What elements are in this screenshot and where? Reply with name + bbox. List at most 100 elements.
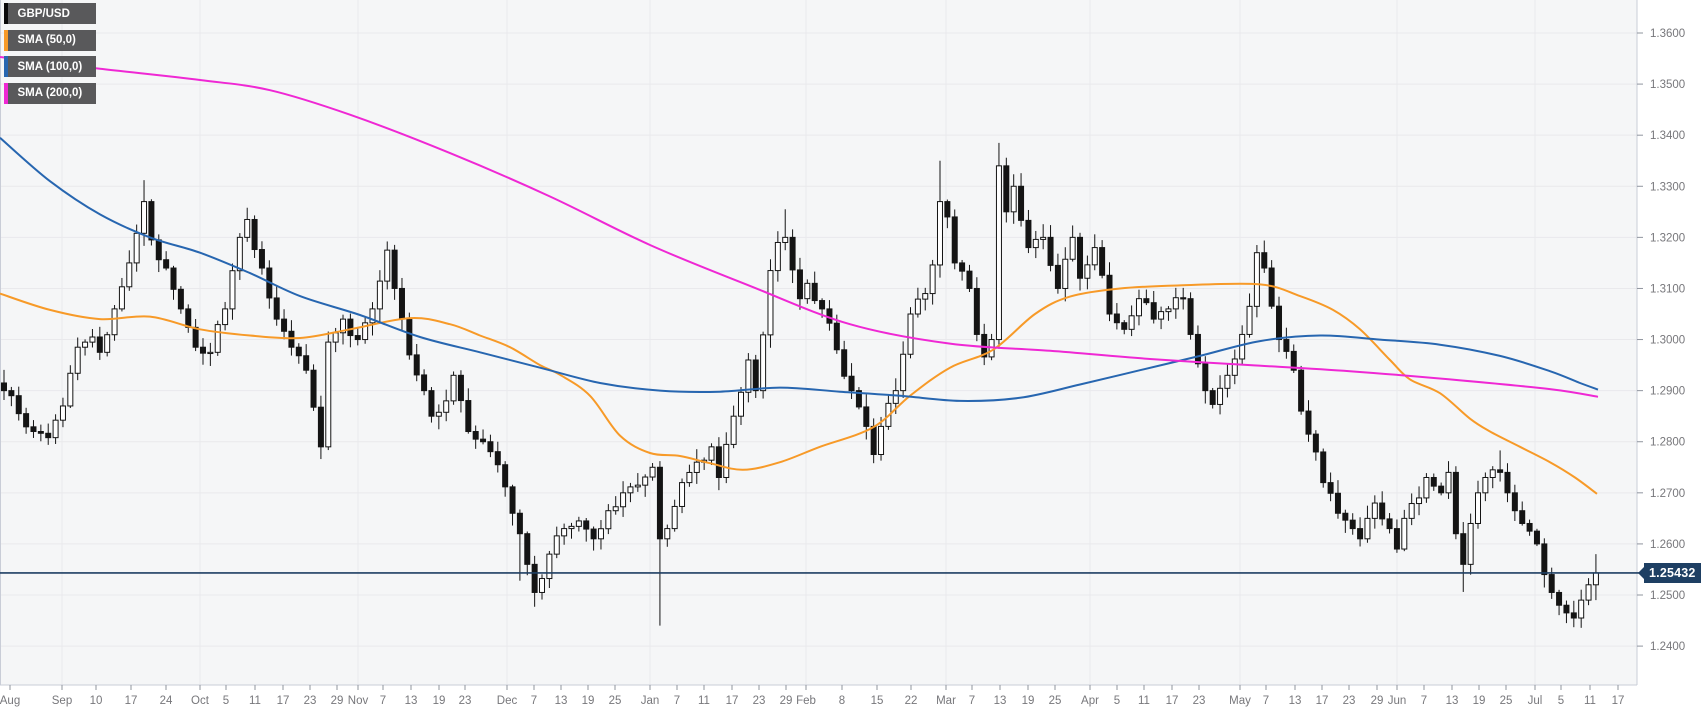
candle-bullish xyxy=(546,553,553,580)
series-color-bar-icon xyxy=(4,3,8,24)
candle-bearish xyxy=(281,318,288,332)
x-tick-label: 11 xyxy=(1138,695,1150,707)
y-tick-label: 1.3600 xyxy=(1650,28,1685,40)
legend-item-sma100[interactable]: SMA (100,0) xyxy=(4,56,97,77)
legend-item-gbpusd[interactable]: GBP/USD xyxy=(4,3,97,24)
candle-bullish xyxy=(67,372,74,407)
grid xyxy=(0,0,1637,685)
candle-bullish xyxy=(568,525,575,530)
candle-bearish xyxy=(944,201,951,218)
candle-bullish xyxy=(133,232,140,264)
x-tick-label: 25 xyxy=(1049,695,1062,707)
candle-bullish xyxy=(59,405,66,421)
sma-50-line xyxy=(0,282,1598,495)
candle-bearish xyxy=(494,451,501,466)
candle-bullish xyxy=(111,308,118,336)
legend-label: SMA (50,0) xyxy=(17,34,76,46)
candle-bearish xyxy=(1548,574,1555,593)
x-tick-label: Apr xyxy=(1081,695,1099,707)
candle-bearish xyxy=(656,466,663,540)
candle-bearish xyxy=(819,300,826,310)
candle-bullish xyxy=(914,298,921,315)
candle-bullish xyxy=(900,353,907,392)
x-tick-label: 7 xyxy=(969,695,975,707)
candle-bullish xyxy=(52,419,59,439)
candle-bearish xyxy=(163,259,170,269)
candle-bearish xyxy=(715,446,722,478)
candle-bearish xyxy=(1519,510,1526,524)
candle-bearish xyxy=(155,239,162,261)
candle-bearish xyxy=(509,486,516,514)
candle-bearish xyxy=(1180,297,1187,300)
candle-bullish xyxy=(708,446,715,461)
candle-bearish xyxy=(1077,236,1084,279)
candle-bearish xyxy=(1121,322,1128,330)
candle-bearish xyxy=(1349,519,1356,530)
series-color-bar-icon xyxy=(4,29,8,51)
y-tick-label: 1.3000 xyxy=(1650,335,1685,347)
candle-bearish xyxy=(1113,313,1120,324)
candle-bearish xyxy=(870,425,877,456)
candle-bullish xyxy=(686,471,693,484)
candle-bearish xyxy=(288,330,295,348)
x-tick-label: 11 xyxy=(249,695,261,707)
x-tick-label: 7 xyxy=(380,695,386,707)
candle-bearish xyxy=(1312,433,1319,453)
candle-bearish xyxy=(1556,591,1563,606)
candle-bullish xyxy=(634,484,641,488)
series-color-bar-icon xyxy=(4,82,8,104)
candle-bearish xyxy=(199,346,206,354)
legend-item-sma50[interactable]: SMA (50,0) xyxy=(4,29,97,51)
x-tick-label: Oct xyxy=(191,695,210,707)
candle-bearish xyxy=(1047,236,1054,266)
candle-bearish xyxy=(1511,492,1518,512)
candle-bullish xyxy=(1062,258,1069,289)
candle-bearish xyxy=(1497,469,1504,473)
candle-bearish xyxy=(1283,339,1290,352)
candle-bullish xyxy=(1069,236,1076,260)
candle-bearish xyxy=(1563,604,1570,614)
candle-bearish xyxy=(1541,543,1548,576)
x-tick-label: May xyxy=(1229,695,1251,707)
legend-item-sma200[interactable]: SMA (200,0) xyxy=(4,82,97,104)
price-axis[interactable]: 1.3600 1.3500 1.3400 1.3300 1.3200 1.3100 1.30… xyxy=(1637,28,1685,653)
candle-bullish xyxy=(995,165,1002,341)
candle-bearish xyxy=(1504,471,1511,494)
candle-bearish xyxy=(251,218,258,251)
candle-bullish xyxy=(1135,298,1142,317)
candle-bearish xyxy=(1202,363,1209,392)
candle-bullish xyxy=(1246,305,1253,335)
candle-bullish xyxy=(1371,502,1378,519)
candle-bearish xyxy=(45,432,52,439)
candle-bullish xyxy=(118,286,125,310)
candle-bullish xyxy=(229,270,236,310)
candle-bearish xyxy=(406,318,413,356)
candle-bullish xyxy=(738,391,744,417)
y-tick-label: 1.2900 xyxy=(1650,386,1685,398)
candle-bullish xyxy=(679,482,686,507)
candle-bullish xyxy=(1445,471,1452,494)
candle-bearish xyxy=(811,282,818,302)
candle-bearish xyxy=(966,270,973,289)
candle-bullish xyxy=(325,341,332,448)
x-tick-label: 17 xyxy=(125,695,138,707)
candle-bearish xyxy=(295,346,302,357)
x-tick-label: 29 xyxy=(1371,695,1384,707)
candle-bullish xyxy=(605,510,612,530)
x-tick-label: Dec xyxy=(497,695,518,707)
plot-background xyxy=(0,0,1637,685)
time-axis[interactable]: Aug Sep 10 17 24 Oct 5 11 17 23 29 Nov 7 13 19 23 Dec 7 13… xyxy=(0,685,1624,707)
x-tick-label: 11 xyxy=(698,695,710,707)
candle-bearish xyxy=(848,375,855,392)
y-tick-label: 1.3100 xyxy=(1650,283,1685,295)
candle-bullish xyxy=(1010,185,1017,213)
candle-bearish xyxy=(1386,518,1393,530)
series-color-bar-icon xyxy=(4,56,8,77)
x-tick-label: Nov xyxy=(348,695,369,707)
candle-bearish xyxy=(1320,451,1327,484)
candle-bearish xyxy=(1342,512,1349,521)
candle-bullish xyxy=(1158,311,1165,320)
candle-bullish xyxy=(774,241,781,272)
